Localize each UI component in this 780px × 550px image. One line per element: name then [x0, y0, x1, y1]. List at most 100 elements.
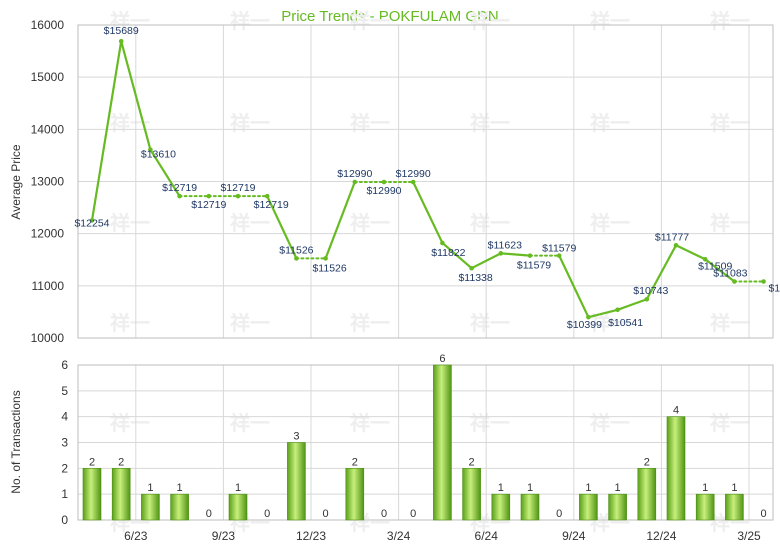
- price-y-tick: 12000: [31, 227, 65, 241]
- price-point: [732, 279, 737, 284]
- transaction-bar-label: 1: [498, 482, 504, 494]
- transactions-grid: [78, 364, 773, 521]
- price-data-label: $12719: [220, 182, 255, 194]
- price-point: [323, 256, 328, 261]
- price-data-label: $11509: [698, 260, 732, 272]
- price-line-segment: [441, 241, 473, 270]
- transaction-bar: [491, 493, 511, 521]
- price-y-tick: 13000: [31, 175, 65, 189]
- price-data-label: $11083: [713, 268, 747, 280]
- watermark-text: 祥一: [230, 411, 270, 435]
- price-line-series: [90, 40, 765, 319]
- transaction-bar-label: 0: [206, 508, 212, 520]
- transaction-bar-label: 1: [615, 482, 621, 494]
- transaction-bar-label: 0: [761, 508, 767, 520]
- transaction-bar-label: 4: [673, 405, 679, 417]
- price-data-label: $12990: [366, 185, 401, 197]
- x-tick-label: 3/24: [387, 529, 411, 543]
- price-point: [118, 38, 124, 44]
- price-line-segment: [149, 148, 181, 198]
- price-y-tick: 10000: [31, 331, 65, 345]
- price-data-label: $12719: [191, 199, 226, 211]
- x-tick-label: 12/24: [646, 529, 676, 543]
- transactions-y-tick: 4: [61, 410, 68, 424]
- price-data-labels: $12254 $15689 $13610 $12719 $12719 $12719 $127…: [74, 25, 780, 331]
- watermark-text: 祥一: [350, 411, 390, 435]
- transactions-y-tick: 5: [61, 384, 68, 398]
- transactions-y-tick: 6: [61, 358, 68, 372]
- price-data-label: $10743: [633, 285, 668, 297]
- price-data-label: $11526: [279, 244, 313, 256]
- price-point: [556, 253, 562, 258]
- watermark-text: 祥一: [110, 9, 150, 33]
- transactions-axis-label: No. of Transactions: [9, 390, 23, 493]
- price-line-segment: [324, 180, 356, 260]
- transaction-bar: [608, 493, 627, 521]
- price-point: [615, 307, 620, 313]
- x-tick-label: 6/24: [475, 529, 499, 543]
- watermark-text: 祥一: [470, 411, 510, 435]
- transaction-bars: [82, 364, 744, 521]
- transaction-bar-label: 1: [731, 482, 737, 494]
- price-y-ticks: 10000 11000 12000 13000 14000 15000 16000: [31, 18, 65, 345]
- transaction-bar-label: 1: [235, 482, 241, 494]
- price-data-label: $11083: [768, 283, 780, 295]
- price-point: [264, 193, 270, 199]
- price-point: [761, 279, 766, 284]
- price-data-label: $13610: [141, 149, 176, 161]
- price-line-segment: [470, 252, 502, 270]
- transaction-bar: [141, 493, 160, 521]
- price-data-label: $12719: [162, 182, 197, 194]
- price-line-segment: [616, 298, 648, 311]
- price-data-label: $12719: [254, 199, 289, 211]
- watermark-text: 祥一: [110, 411, 150, 435]
- watermark-text: 祥一: [710, 311, 750, 335]
- chart-title: Price Trends - POKFULAM GDN: [281, 8, 499, 25]
- watermark-text: 祥一: [470, 211, 510, 235]
- price-data-label: $11623: [488, 239, 522, 251]
- watermark-text: 祥一: [710, 411, 750, 435]
- x-tick-label: 3/25: [737, 529, 761, 543]
- watermark-text: 祥一: [350, 211, 390, 235]
- transaction-bar-label: 2: [469, 456, 475, 468]
- price-line-segment: [266, 195, 298, 260]
- watermark-text: 祥一: [710, 211, 750, 235]
- price-point: [352, 179, 358, 185]
- watermark-text: 祥一: [350, 311, 390, 335]
- price-data-label: $11338: [458, 272, 492, 284]
- price-data-label: $11526: [312, 262, 346, 274]
- price-point: [673, 242, 679, 248]
- transaction-bar: [637, 468, 657, 521]
- transaction-bar: [725, 493, 744, 521]
- price-data-label: $15689: [104, 25, 139, 37]
- price-line-segment: [499, 252, 532, 257]
- watermark-text: 祥一: [110, 311, 150, 335]
- price-axis-label: Average Price: [9, 144, 23, 219]
- price-line-segment: [674, 244, 707, 261]
- price-point: [440, 240, 445, 246]
- transaction-bar: [666, 416, 686, 521]
- transaction-bar-label: 2: [118, 456, 124, 468]
- transaction-bar-label: 1: [702, 482, 708, 494]
- price-point: [294, 256, 299, 261]
- price-line-segment: [90, 40, 123, 222]
- transaction-bar: [462, 468, 481, 521]
- transactions-y-tick: 3: [61, 436, 68, 450]
- watermark-text: 祥一: [590, 411, 630, 435]
- price-point: [206, 193, 212, 199]
- price-line-segment: [645, 244, 678, 301]
- transaction-bar-label: 2: [644, 456, 650, 468]
- transactions-y-ticks: 0 1 2 3 4 5 6: [61, 358, 68, 527]
- transaction-bar-label: 0: [323, 508, 329, 520]
- watermark-text: 祥一: [710, 9, 750, 33]
- watermark-text: 祥一: [350, 9, 390, 33]
- watermark-text: 祥一: [470, 311, 510, 335]
- price-y-tick: 15000: [31, 70, 65, 84]
- transaction-bar: [82, 468, 102, 521]
- watermark-text: 祥一: [230, 211, 270, 235]
- watermark-text: 祥一: [230, 311, 270, 335]
- watermark-text: 祥一: [350, 111, 390, 135]
- transaction-bar: [433, 364, 452, 521]
- price-point: [498, 251, 504, 256]
